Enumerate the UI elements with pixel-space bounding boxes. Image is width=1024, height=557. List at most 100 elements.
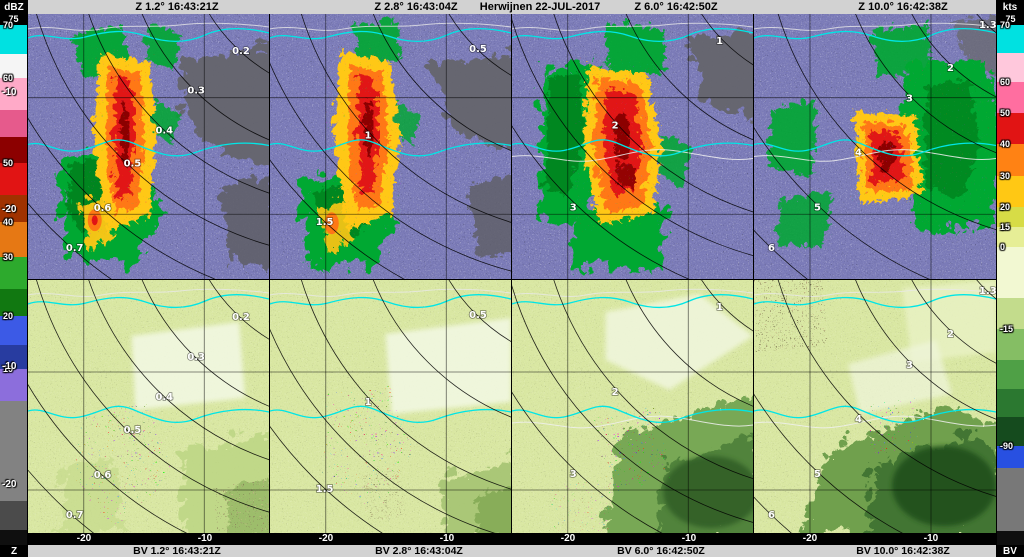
colorbar-segment: [0, 530, 27, 545]
colorbar-tick-label: -15: [1000, 324, 1014, 335]
ring-height-label: 0.5: [469, 310, 487, 321]
ring-height-label: 1.3: [979, 286, 996, 297]
colorbar-tick-label: 40: [3, 216, 14, 227]
ring-height-label: 0.5: [124, 425, 142, 436]
ring-height-label: 1: [365, 397, 372, 408]
colorbar-segment: 60: [997, 77, 1024, 114]
ring-height-label: 4: [855, 414, 862, 425]
colorbar-segment: [0, 500, 27, 531]
colorbar-segment: 20: [997, 202, 1024, 227]
colorbar-tick-label: 20: [3, 310, 14, 321]
colorbar-tick-label: 60: [3, 72, 14, 83]
colorbar-tick-label: 30: [1000, 170, 1011, 181]
colorbar-segment: 30: [997, 171, 1024, 207]
ring-height-label: 0.5: [469, 44, 487, 55]
colorbar-tick-label: 50: [3, 158, 14, 169]
dbz-unit-label: dBZ: [0, 0, 28, 14]
ring-height-label: 0.3: [187, 86, 205, 97]
velocity-radar-field: 0.2 0.3 0.4 0.5 0.6 0.7: [28, 280, 269, 533]
ring-height-label: 0.7: [66, 510, 84, 521]
colorbar-segment: 20: [0, 311, 27, 346]
colorbar-segment: [0, 110, 27, 137]
y-grid-label: -10: [2, 87, 17, 98]
x-grid-label: -20: [560, 533, 576, 544]
colorbar-tick-label: 0: [1000, 241, 1006, 252]
colorbar-segment: [997, 297, 1024, 330]
colorbar-segment: 0: [997, 242, 1024, 298]
ring-height-label: 6: [768, 510, 775, 521]
colorbar-segment: -15: [997, 324, 1024, 361]
ring-height-label: 0.6: [94, 203, 112, 214]
station-date-label: Herwijnen 22-JUL-2017: [479, 1, 601, 13]
ring-height-label: 0.2: [232, 46, 250, 57]
ring-height-label: 3: [906, 94, 913, 105]
colorbar-tick-label: 50: [1000, 108, 1011, 119]
colorbar-segment: [0, 401, 27, 501]
colorbar-segment: 50: [0, 158, 27, 196]
ring-height-label: 0.5: [124, 158, 142, 169]
panel-bv-2.8deg: 0.5 1 1.5: [270, 280, 512, 533]
panel-title-bv1: BV 1.2° 16:43:21Z: [133, 545, 221, 557]
ring-height-label: 0.6: [94, 470, 112, 481]
ring-height-label: 1: [716, 302, 723, 313]
ring-height-label: 0.7: [66, 243, 84, 254]
colorbar-segment: [0, 54, 27, 78]
panel-z-6.0deg: 1 2 3: [512, 14, 754, 280]
ring-height-label: 2: [612, 121, 619, 132]
reflectivity-radar-field: 0.5 1 1.5: [270, 14, 511, 279]
colorbar-tick-label: 60: [1000, 76, 1011, 87]
kts-colorbar: 75 70 60 50 40 30 20 15 0 -15 -90: [996, 14, 1024, 545]
colorbar-segment: -90: [997, 441, 1024, 469]
colorbar-segment: [0, 195, 27, 222]
x-grid-strip: -20 -10 -20 -10 -20 -10 -20 -10: [28, 533, 996, 545]
reflectivity-radar-field: 1 2 3: [512, 14, 753, 279]
x-grid-label: -10: [923, 533, 939, 544]
colorbar-tick-label: 20: [1000, 201, 1011, 212]
colorbar-segment: [997, 417, 1024, 446]
x-grid-label: -10: [439, 533, 455, 544]
colorbar-segment: 15: [997, 222, 1024, 247]
ring-height-label: 1.5: [316, 484, 334, 495]
colorbar-segment: 50: [997, 108, 1024, 145]
colorbar-max-label: 75: [997, 14, 1024, 25]
reflectivity-radar-field: 0.2 0.3 0.4 0.5 0.6 0.7: [28, 14, 269, 279]
panel-bv-1.2deg: 0.2 0.3 0.4 0.5 0.6 0.7: [28, 280, 270, 533]
velocity-radar-field: 1 2 3: [512, 280, 753, 533]
ring-height-label: 0.4: [155, 392, 173, 403]
colorbar-segment: [997, 530, 1024, 545]
y-grid-label: -20: [2, 204, 17, 215]
ring-height-label: 0.3: [187, 352, 205, 363]
colorbar-tick-label: 70: [1000, 20, 1011, 30]
panel-title-z4: Z 10.0° 16:42:38Z: [858, 1, 948, 13]
colorbar-tick-label: 70: [3, 20, 14, 30]
colorbar-segment: [997, 360, 1024, 389]
colorbar-segment: 60: [0, 73, 27, 111]
colorbar-segment: 40: [997, 139, 1024, 176]
reflectivity-radar-field: 1.3 2 3 4 5 6: [754, 14, 996, 279]
ring-height-label: 5: [814, 202, 821, 213]
colorbar-max-label: 75: [0, 14, 27, 25]
ring-height-label: 3: [906, 360, 913, 371]
kts-unit-label: kts: [996, 0, 1024, 14]
panel-title-z2: Z 2.8° 16:43:04Z: [374, 1, 458, 13]
x-grid-label: -20: [318, 533, 334, 544]
ring-height-label: 5: [814, 469, 821, 480]
x-grid-label: -20: [802, 533, 818, 544]
z-unit-label: Z: [0, 545, 28, 557]
colorbar-tick-label: 10: [3, 363, 14, 374]
ring-height-label: 1.5: [316, 217, 334, 228]
ring-height-label: 3: [570, 469, 577, 480]
colorbar-segment: 10: [0, 364, 27, 401]
colorbar-segment: 40: [0, 217, 27, 258]
footer-bar: BV 1.2° 16:43:21Z BV 2.8° 16:43:04Z BV 6…: [28, 545, 996, 557]
colorbar-segment: [0, 345, 27, 369]
panel-bv-10.0deg: 1.3 2 3 4 5 6: [754, 280, 996, 533]
header-bar: Z 1.2° 16:43:21Z Z 2.8° 16:43:04Z Herwij…: [28, 0, 996, 14]
ring-height-label: 6: [768, 243, 775, 254]
panel-title-z3: Z 6.0° 16:42:50Z: [634, 1, 718, 13]
panel-title-bv4: BV 10.0° 16:42:38Z: [856, 545, 950, 557]
colorbar-tick-label: 30: [3, 252, 14, 263]
colorbar-segment: [997, 388, 1024, 418]
